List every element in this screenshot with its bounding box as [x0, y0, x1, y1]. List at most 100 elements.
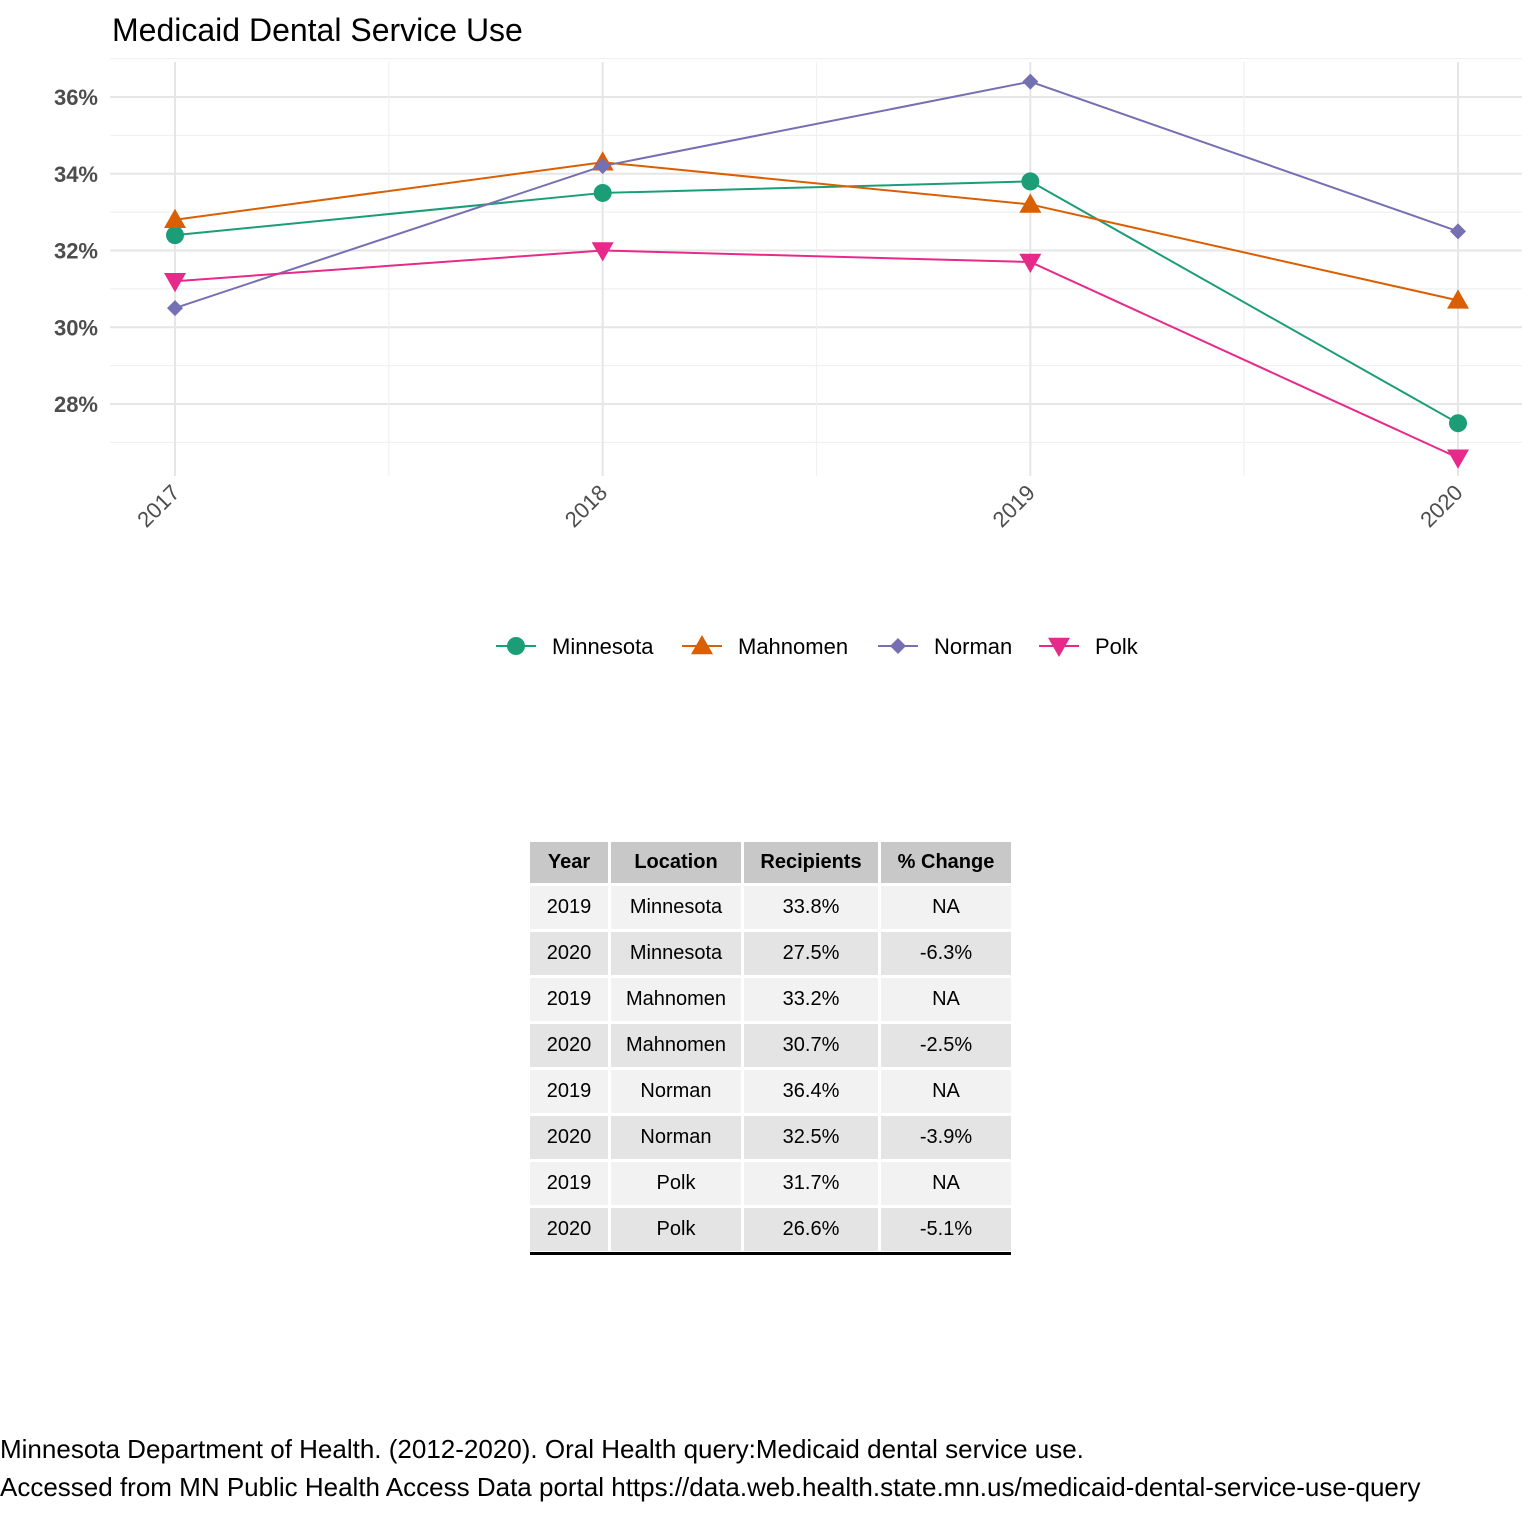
- table-body: 2019 Minnesota 33.8% NA 2020 Minnesota 27.5% -6…: [530, 886, 1011, 1251]
- table-cell-change: -2.5%: [881, 1024, 1011, 1067]
- data-point-polk: [1447, 449, 1469, 469]
- data-point-polk: [164, 272, 186, 293]
- table-cell-year: 2020: [530, 1116, 608, 1159]
- table-cell-change: NA: [881, 1070, 1011, 1113]
- series-norman: [167, 73, 1466, 317]
- table-row: 2020 Minnesota 27.5% -6.3%: [530, 932, 1011, 975]
- data-point-mahnomen: [1447, 289, 1469, 309]
- y-axis-ticks: 28% 30% 32% 34% 36%: [54, 85, 98, 417]
- data-point-minnesota: [166, 226, 184, 245]
- summary-table-wrap: Year Location Recipients % Change 2019 Mi…: [527, 839, 1014, 1255]
- column-header-year: Year: [530, 842, 608, 883]
- data-point-polk: [591, 242, 614, 262]
- table-cell-recipients: 30.7%: [744, 1024, 878, 1067]
- table-cell-year: 2019: [530, 1162, 608, 1205]
- table-cell-change: -6.3%: [881, 932, 1011, 975]
- table-bottom-rule: [530, 1252, 1011, 1255]
- table-cell-year: 2019: [530, 1070, 608, 1113]
- legend-label: Polk: [1095, 634, 1139, 659]
- table-cell-change: -3.9%: [881, 1116, 1011, 1159]
- table-cell-recipients: 33.2%: [744, 978, 878, 1021]
- table-cell-location: Norman: [611, 1070, 741, 1113]
- table-cell-change: NA: [881, 978, 1011, 1021]
- table-cell-location: Polk: [611, 1208, 741, 1251]
- table-cell-location: Norman: [611, 1116, 741, 1159]
- legend-item-minnesota: Minnesota: [496, 634, 654, 659]
- table-cell-location: Minnesota: [611, 932, 741, 975]
- data-point-norman: [167, 300, 183, 317]
- table-cell-change: -5.1%: [881, 1208, 1011, 1251]
- legend-item-polk: Polk: [1039, 634, 1139, 659]
- data-point-norman: [1022, 73, 1039, 90]
- data-point-mahnomen: [164, 208, 186, 229]
- data-point-norman: [594, 158, 611, 175]
- table-cell-year: 2019: [530, 978, 608, 1021]
- table-cell-location: Minnesota: [611, 886, 741, 929]
- table-cell-recipients: 33.8%: [744, 886, 878, 929]
- legend-key-minnesota: [507, 637, 525, 655]
- y-tick-label: 28%: [54, 392, 98, 417]
- data-point-polk: [1019, 253, 1042, 274]
- table-cell-location: Mahnomen: [611, 1024, 741, 1067]
- y-tick-label: 34%: [54, 162, 98, 187]
- x-axis-ticks: 2017 2018 2019 2020: [132, 480, 1467, 532]
- data-point-mahnomen: [1019, 193, 1042, 213]
- table-row: 2020 Norman 32.5% -3.9%: [530, 1116, 1011, 1159]
- table-cell-recipients: 36.4%: [744, 1070, 878, 1113]
- legend-item-mahnomen: Mahnomen: [682, 634, 848, 659]
- table-header-row: Year Location Recipients % Change: [530, 842, 1011, 883]
- table-cell-year: 2020: [530, 1024, 608, 1067]
- table-cell-change: NA: [881, 886, 1011, 929]
- legend-key-mahnomen: [691, 635, 713, 655]
- table-row: 2019 Norman 36.4% NA: [530, 1070, 1011, 1113]
- y-tick-label: 36%: [54, 85, 98, 110]
- table-cell-recipients: 27.5%: [744, 932, 878, 975]
- table-row: 2019 Mahnomen 33.2% NA: [530, 978, 1011, 1021]
- series-line-minnesota: [174, 180, 1459, 425]
- table-cell-year: 2019: [530, 886, 608, 929]
- column-header-recipients: Recipients: [744, 842, 878, 883]
- series-layer: [164, 73, 1469, 469]
- legend-item-norman: Norman: [878, 634, 1012, 659]
- table-row: 2020 Polk 26.6% -5.1%: [530, 1208, 1011, 1251]
- x-tick-label: 2019: [988, 480, 1040, 532]
- legend: Minnesota Mahnomen Norman Polk: [496, 634, 1139, 659]
- table-cell-location: Polk: [611, 1162, 741, 1205]
- series-line-polk: [174, 249, 1459, 459]
- table-row: 2019 Polk 31.7% NA: [530, 1162, 1011, 1205]
- y-tick-label: 30%: [54, 315, 98, 340]
- column-header-location: Location: [611, 842, 741, 883]
- table-cell-location: Mahnomen: [611, 978, 741, 1021]
- x-tick-label: 2018: [560, 480, 612, 532]
- legend-key-polk: [1048, 637, 1070, 657]
- source-access-note: Accessed from MN Public Health Access Da…: [0, 1472, 1421, 1502]
- column-header-change: % Change: [881, 842, 1011, 883]
- legend-label: Norman: [934, 634, 1012, 659]
- table-cell-recipients: 31.7%: [744, 1162, 878, 1205]
- data-point-norman: [1450, 223, 1466, 240]
- table-cell-year: 2020: [530, 1208, 608, 1251]
- source-citation: Minnesota Department of Health. (2012-20…: [0, 1434, 1084, 1464]
- line-chart: Medicaid Dental Service Use 28% 30% 32% 34%…: [54, 12, 1522, 659]
- summary-table: Year Location Recipients % Change 2019 Mi…: [527, 839, 1014, 1254]
- table-row: 2020 Mahnomen 30.7% -2.5%: [530, 1024, 1011, 1067]
- series-mahnomen: [164, 151, 1469, 309]
- legend-label: Minnesota: [552, 634, 654, 659]
- series-polk: [164, 242, 1469, 469]
- legend-label: Mahnomen: [738, 634, 848, 659]
- series-line-norman: [174, 80, 1459, 310]
- table-cell-recipients: 26.6%: [744, 1208, 878, 1251]
- y-tick-label: 32%: [54, 239, 98, 264]
- series-line-mahnomen: [174, 161, 1459, 302]
- table-cell-recipients: 32.5%: [744, 1116, 878, 1159]
- x-tick-label: 2020: [1415, 480, 1467, 532]
- table-row: 2019 Minnesota 33.8% NA: [530, 886, 1011, 929]
- data-point-minnesota: [1449, 414, 1467, 433]
- table-cell-year: 2020: [530, 932, 608, 975]
- x-tick-label: 2017: [132, 480, 184, 532]
- data-point-minnesota: [593, 183, 612, 202]
- table-cell-change: NA: [881, 1162, 1011, 1205]
- data-point-minnesota: [1021, 172, 1040, 191]
- chart-title: Medicaid Dental Service Use: [112, 12, 523, 48]
- series-minnesota: [166, 172, 1467, 433]
